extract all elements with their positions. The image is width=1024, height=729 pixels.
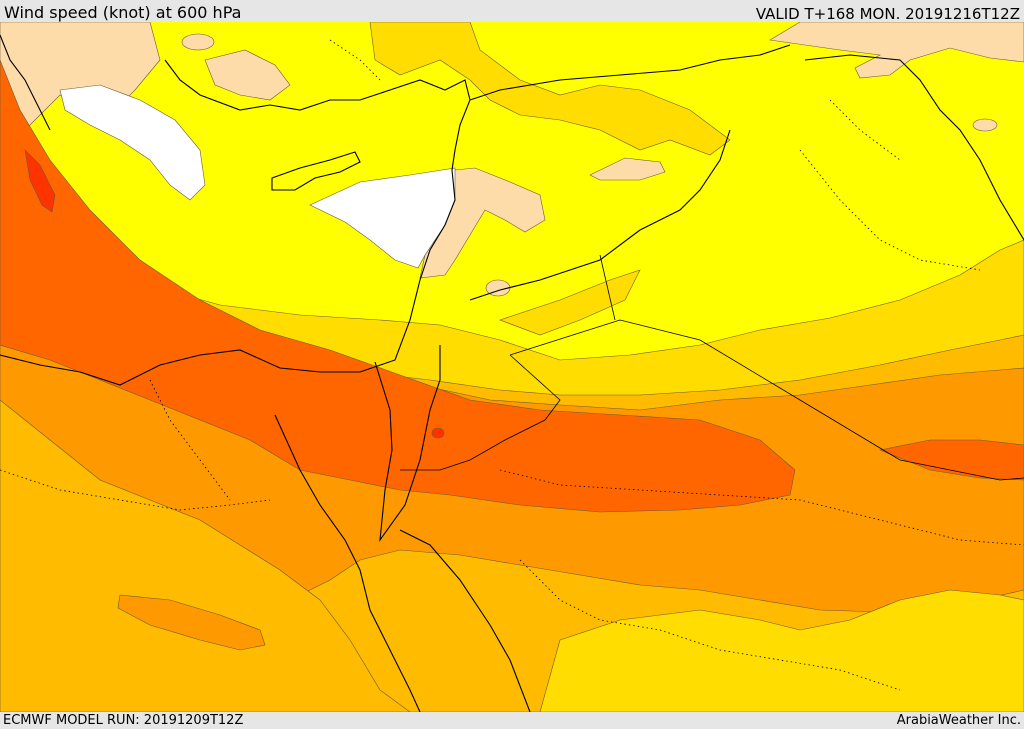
internal-borders xyxy=(0,39,1024,691)
band-light-spot-c xyxy=(972,118,998,132)
band-fresh-arabia xyxy=(499,269,641,336)
map-title: Wind speed (knot) at 600 hPa xyxy=(4,3,242,22)
band-calm-levant xyxy=(309,167,456,269)
band-fresh-southeast xyxy=(539,589,1024,712)
coastlines xyxy=(0,34,1024,712)
band-light-spot-a xyxy=(181,33,215,51)
header-bar: Wind speed (knot) at 600 hPa VALID T+168… xyxy=(0,0,1024,23)
map-canvas xyxy=(0,22,1024,712)
wind-speed-map xyxy=(0,22,1024,712)
band-jet-core-spot xyxy=(431,427,445,439)
band-jet-east xyxy=(878,439,1024,481)
band-very-strong-streak xyxy=(117,594,266,651)
band-light-turkey xyxy=(204,49,291,101)
borders xyxy=(400,254,1024,481)
band-light-iraq xyxy=(589,157,666,181)
band-jet-core xyxy=(24,149,56,213)
band-strong-south xyxy=(0,399,411,712)
band-jet xyxy=(0,59,796,513)
model-run-label: ECMWF MODEL RUN: 20191209T12Z xyxy=(3,713,244,728)
band-calm-aegean xyxy=(59,84,206,201)
brand-label: ArabiaWeather Inc. xyxy=(896,713,1021,728)
band-light-northeast xyxy=(769,22,1024,79)
valid-time: VALID T+168 MON. 20191216T12Z xyxy=(755,5,1020,23)
footer-bar: ECMWF MODEL RUN: 20191209T12Z ArabiaWeat… xyxy=(0,712,1024,729)
